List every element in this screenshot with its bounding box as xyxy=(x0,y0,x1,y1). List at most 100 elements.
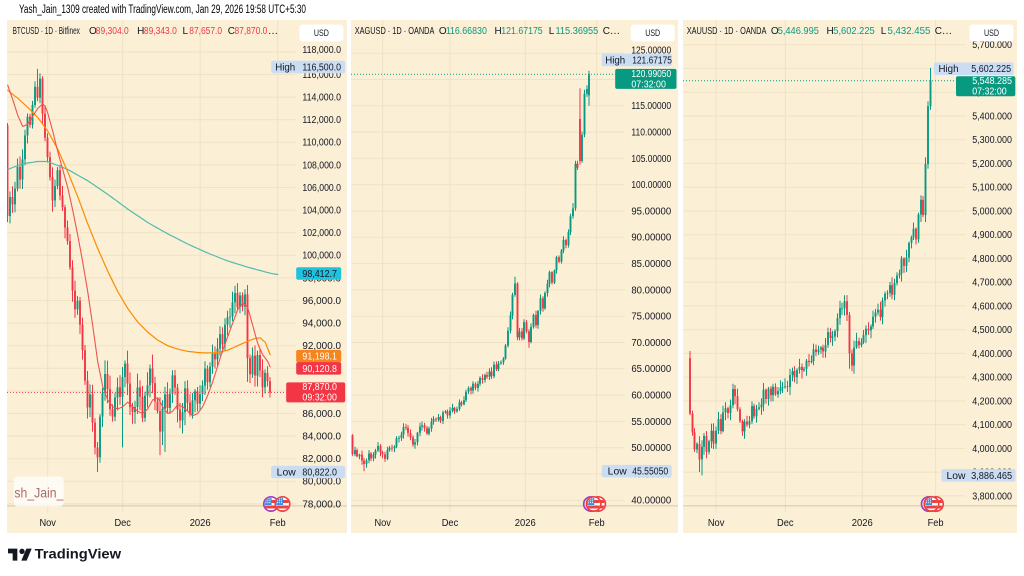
svg-text:102,000.0: 102,000.0 xyxy=(303,228,342,239)
svg-text:4,900.000: 4,900.000 xyxy=(972,230,1012,241)
svg-text:…: … xyxy=(941,24,952,36)
svg-text:sh_Jain_: sh_Jain_ xyxy=(15,484,64,500)
svg-text:92,000.0: 92,000.0 xyxy=(303,341,342,352)
svg-text:H: H xyxy=(495,25,502,36)
svg-text:110.00000: 110.00000 xyxy=(632,127,672,138)
svg-text:80,822.0: 80,822.0 xyxy=(303,467,338,478)
svg-text:Feb: Feb xyxy=(270,517,286,528)
svg-text:2026: 2026 xyxy=(515,517,536,528)
svg-text:Dec: Dec xyxy=(442,517,458,528)
svg-text:USD: USD xyxy=(645,28,660,38)
svg-text:78,000.0: 78,000.0 xyxy=(303,499,342,510)
svg-text:Dec: Dec xyxy=(115,517,131,528)
svg-text:C: C xyxy=(603,25,610,36)
svg-text:100,000.0: 100,000.0 xyxy=(303,250,342,261)
svg-text:5,446.995: 5,446.995 xyxy=(777,24,818,36)
svg-text:Low: Low xyxy=(277,467,297,478)
svg-text:5,548.285: 5,548.285 xyxy=(972,76,1012,87)
svg-text:Nov: Nov xyxy=(707,517,724,529)
svg-text:Nov: Nov xyxy=(40,517,57,528)
svg-text:…: … xyxy=(610,25,620,36)
svg-text:High: High xyxy=(938,64,958,75)
svg-text:USD: USD xyxy=(984,28,999,38)
svg-text:120.99050: 120.99050 xyxy=(632,68,672,79)
svg-text:TradingView: TradingView xyxy=(35,546,122,561)
svg-text:2026: 2026 xyxy=(851,517,872,529)
svg-text:50.00000: 50.00000 xyxy=(632,443,672,454)
svg-text:C: C xyxy=(934,25,941,36)
svg-text:L: L xyxy=(880,25,886,36)
svg-text:110,000.0: 110,000.0 xyxy=(303,137,342,148)
svg-text:89,343.0: 89,343.0 xyxy=(144,25,177,36)
svg-text:4,200.000: 4,200.000 xyxy=(972,396,1012,407)
svg-text:125.00000: 125.00000 xyxy=(632,45,672,56)
svg-text:2026: 2026 xyxy=(190,517,211,528)
svg-text:4,700.000: 4,700.000 xyxy=(972,277,1012,288)
svg-text:4,500.000: 4,500.000 xyxy=(972,325,1012,336)
svg-text:55.00000: 55.00000 xyxy=(632,416,672,427)
svg-text:H: H xyxy=(826,25,833,36)
svg-text:O: O xyxy=(89,25,97,36)
svg-text:5,100.000: 5,100.000 xyxy=(972,182,1012,193)
svg-text:112,000.0: 112,000.0 xyxy=(303,115,342,126)
svg-text:Feb: Feb xyxy=(589,517,605,528)
svg-text:BTCUSD · 1D · Bitfinex: BTCUSD · 1D · Bitfinex xyxy=(13,25,81,36)
svg-text:4,100.000: 4,100.000 xyxy=(972,420,1012,431)
svg-text:116.66830: 116.66830 xyxy=(446,25,487,36)
svg-text:45.55050: 45.55050 xyxy=(632,466,668,477)
svg-text:87,657.0: 87,657.0 xyxy=(190,25,223,36)
svg-text:07:32:00: 07:32:00 xyxy=(632,79,667,90)
svg-text:High: High xyxy=(275,62,295,73)
svg-text:114,000.0: 114,000.0 xyxy=(303,92,342,103)
svg-text:5,200.000: 5,200.000 xyxy=(972,158,1012,169)
svg-text:98,412.7: 98,412.7 xyxy=(303,268,338,279)
svg-text:Yash_Jain_1309 created with Tr: Yash_Jain_1309 created with TradingView.… xyxy=(19,4,306,16)
svg-text:5,300.000: 5,300.000 xyxy=(972,135,1012,146)
svg-text:115.00000: 115.00000 xyxy=(632,101,672,112)
svg-text:65.00000: 65.00000 xyxy=(632,364,672,375)
svg-text:L: L xyxy=(183,25,189,36)
svg-text:XAGUSD · 1D · OANDA: XAGUSD · 1D · OANDA xyxy=(355,25,435,36)
svg-text:106,000.0: 106,000.0 xyxy=(303,182,342,193)
svg-text:Low: Low xyxy=(608,466,628,477)
svg-text:Feb: Feb xyxy=(927,517,943,529)
svg-text:5,400.000: 5,400.000 xyxy=(972,111,1012,122)
svg-text:75.00000: 75.00000 xyxy=(632,311,672,322)
svg-text:60.00000: 60.00000 xyxy=(632,390,672,401)
svg-text:5,700.000: 5,700.000 xyxy=(972,40,1012,51)
svg-text:3,800.000: 3,800.000 xyxy=(972,491,1012,502)
svg-text:XAUUSD · 1D · OANDA: XAUUSD · 1D · OANDA xyxy=(686,24,766,36)
svg-text:Low: Low xyxy=(946,470,966,481)
svg-text:94,000.0: 94,000.0 xyxy=(303,318,342,329)
svg-text:Nov: Nov xyxy=(375,517,392,528)
svg-text:90.00000: 90.00000 xyxy=(632,232,672,243)
svg-text:4,000.000: 4,000.000 xyxy=(972,443,1012,454)
svg-text:5,000.000: 5,000.000 xyxy=(972,206,1012,217)
svg-text:85.00000: 85.00000 xyxy=(632,259,672,270)
svg-text:High: High xyxy=(605,55,625,66)
svg-text:09:32:00: 09:32:00 xyxy=(303,392,338,403)
svg-text:80,000.0: 80,000.0 xyxy=(303,476,342,487)
svg-text:121.67175: 121.67175 xyxy=(502,25,544,36)
svg-text:70.00000: 70.00000 xyxy=(632,337,672,348)
svg-text:90,120.8: 90,120.8 xyxy=(303,363,338,374)
svg-text:100.00000: 100.00000 xyxy=(632,180,672,191)
svg-text:40.00000: 40.00000 xyxy=(632,495,672,506)
svg-text:4,300.000: 4,300.000 xyxy=(972,372,1012,383)
svg-text:O: O xyxy=(770,25,778,36)
svg-text:80.00000: 80.00000 xyxy=(632,285,672,296)
svg-text:87,870.0: 87,870.0 xyxy=(303,382,338,393)
svg-text:105.00000: 105.00000 xyxy=(632,153,672,164)
svg-text:87,870.0: 87,870.0 xyxy=(235,25,268,36)
svg-text:O: O xyxy=(439,25,447,36)
svg-text:121.67175: 121.67175 xyxy=(632,55,672,66)
svg-text:3,886.465: 3,886.465 xyxy=(971,470,1012,481)
svg-text:L: L xyxy=(549,25,555,36)
svg-text:5,432.455: 5,432.455 xyxy=(887,24,930,36)
svg-text:84,000.0: 84,000.0 xyxy=(303,431,342,442)
svg-text:96,000.0: 96,000.0 xyxy=(303,295,342,306)
svg-text:…: … xyxy=(268,25,278,36)
svg-text:89,304.0: 89,304.0 xyxy=(96,25,129,36)
svg-text:104,000.0: 104,000.0 xyxy=(303,205,342,216)
svg-text:116,000.0: 116,000.0 xyxy=(303,69,342,80)
